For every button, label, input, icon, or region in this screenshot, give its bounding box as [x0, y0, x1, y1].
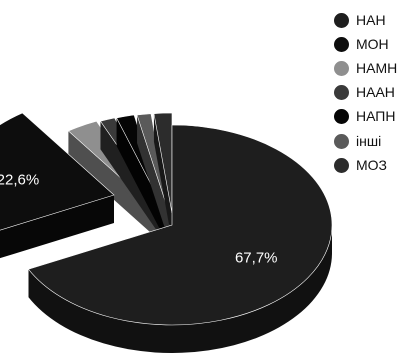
- pie-slice-wall: [68, 131, 160, 241]
- pie-slice: [153, 112, 173, 214]
- pie-slice-side: [28, 225, 332, 353]
- legend-item: інші: [334, 129, 397, 153]
- legend-item: НАМН: [334, 56, 397, 80]
- legend-label: МОЗ: [356, 156, 388, 173]
- legend-item: НААН: [334, 81, 397, 105]
- chart-legend: НАН МОН НАМН НААН НАПН інші МОЗ: [334, 8, 397, 177]
- legend-swatch: [334, 109, 349, 125]
- slice-data-label: 67,7%: [235, 250, 278, 267]
- pie-slice-wall: [153, 113, 172, 241]
- legend-item: НАН: [334, 8, 397, 32]
- legend-item: МОН: [334, 32, 397, 56]
- legend-swatch: [334, 133, 349, 149]
- slice-data-label: 22,6%: [0, 172, 39, 189]
- legend-swatch: [334, 157, 349, 173]
- pie-slice-wall: [116, 117, 166, 241]
- pie-slice-wall: [137, 115, 169, 241]
- legend-swatch: [334, 60, 349, 76]
- pie-slice: [0, 112, 115, 231]
- legend-label: НАН: [356, 11, 386, 28]
- legend-label: НАМН: [356, 59, 398, 76]
- pie-slice: [136, 113, 170, 214]
- legend-label: інші: [356, 132, 382, 149]
- legend-item: МОЗ: [334, 153, 397, 177]
- legend-swatch: [334, 36, 349, 52]
- pie-slice-wall: [100, 121, 164, 241]
- pie-slice: [28, 124, 333, 326]
- legend-item: НАПН: [334, 105, 397, 129]
- legend-label: НААН: [356, 84, 395, 101]
- legend-swatch: [334, 12, 349, 28]
- legend-swatch: [334, 85, 349, 101]
- pie-slice-wall: [0, 195, 114, 259]
- legend-label: МОН: [356, 35, 389, 52]
- legend-label: НАПН: [356, 108, 396, 125]
